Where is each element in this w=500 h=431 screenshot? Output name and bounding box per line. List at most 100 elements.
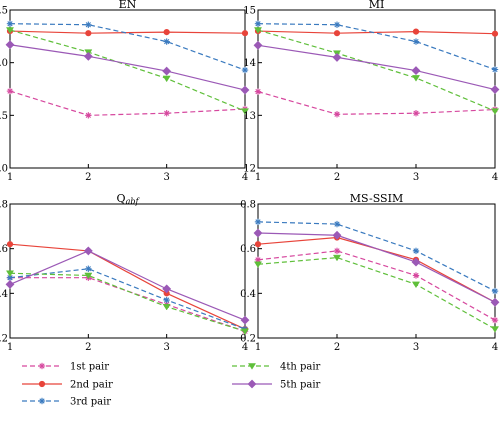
data-point	[412, 38, 420, 45]
data-point	[240, 108, 250, 115]
data-point	[85, 30, 92, 37]
data-point-stroke	[413, 248, 419, 254]
series-5	[253, 40, 500, 94]
series-3	[254, 20, 499, 73]
legend-marker	[38, 362, 46, 370]
x-tick-label: 4	[242, 342, 248, 353]
panel-title: MS-SSIM	[350, 192, 403, 205]
series-line	[9, 268, 246, 330]
legend-entry: 5th pair	[232, 380, 321, 391]
series-line	[257, 91, 496, 115]
plot-frame	[257, 203, 496, 339]
series-2	[254, 27, 499, 37]
data-point	[6, 241, 14, 248]
panel-title: Qabf	[117, 192, 141, 206]
data-point	[411, 281, 421, 289]
data-point-stroke	[7, 275, 13, 281]
panel-title: MI	[369, 0, 385, 11]
legend-marker	[38, 397, 46, 405]
series-2	[6, 241, 249, 333]
data-point	[411, 257, 421, 267]
data-point-stroke	[334, 111, 340, 117]
legend-entry: 1st pair	[22, 362, 109, 373]
y-tick-label: 6.5	[0, 111, 8, 122]
legend-label: 5th pair	[280, 380, 321, 391]
data-point-stroke	[413, 272, 419, 279]
data-point	[412, 272, 420, 279]
series-line	[257, 30, 496, 35]
plot-frame	[257, 9, 496, 169]
x-tick-label: 1	[255, 172, 261, 183]
series-5	[5, 40, 250, 95]
data-point	[333, 111, 341, 118]
x-tick-label: 2	[85, 342, 91, 353]
data-point	[333, 220, 341, 228]
legend-entry: 3rd pair	[22, 397, 111, 408]
x-tick-label: 4	[242, 172, 248, 183]
data-point-stroke	[255, 89, 261, 95]
x-tick-label: 1	[255, 342, 261, 353]
series-line	[9, 29, 246, 112]
data-point-stroke	[255, 219, 261, 225]
series-line	[9, 90, 246, 116]
data-point	[490, 326, 500, 333]
data-point	[162, 75, 171, 83]
y-tick-label: 15	[243, 6, 256, 17]
y-tick-label: 14	[243, 58, 256, 69]
legend-label: 4th pair	[280, 362, 321, 373]
data-point	[411, 66, 421, 75]
data-point	[5, 40, 15, 50]
data-point	[491, 30, 499, 37]
data-point-stroke	[413, 38, 419, 45]
legend: 1st pair 2nd pair 3rd pair 4th pair 5th pair	[22, 362, 321, 408]
data-point-stroke	[164, 110, 170, 116]
series-line	[9, 250, 246, 321]
data-point	[163, 29, 170, 36]
x-tick-label: 2	[85, 172, 91, 183]
y-tick-label: 0.2	[0, 334, 8, 345]
data-point	[490, 297, 500, 307]
data-point	[85, 265, 92, 272]
series-line	[9, 30, 246, 34]
series-1	[6, 274, 249, 335]
series-1	[254, 247, 499, 324]
series-line	[10, 277, 246, 332]
panel-4: MS-SSIM 0.2 0.4 0.6 0.8 1 2 3 4	[240, 192, 500, 353]
x-tick-label: 3	[413, 172, 419, 183]
panel-3: Qabf 0.2 0.4 0.6 0.8 1 2 3 4	[0, 192, 250, 353]
series-line	[257, 250, 496, 321]
data-point	[491, 66, 499, 73]
data-point-stroke	[492, 288, 498, 294]
data-point-stroke	[334, 248, 340, 254]
data-point	[6, 20, 14, 27]
data-point-stroke	[255, 21, 261, 27]
plot-frame	[9, 9, 246, 169]
series-4	[253, 254, 500, 333]
x-tick-label: 4	[492, 172, 498, 183]
y-tick-label: 0.2	[240, 334, 256, 345]
y-tick-label: 0.4	[0, 289, 8, 300]
legend-label: 3rd pair	[70, 397, 111, 408]
y-tick-label: 0.8	[240, 200, 256, 211]
data-point	[163, 296, 170, 304]
data-point-stroke	[7, 88, 13, 94]
legend-label: 1st pair	[70, 362, 109, 373]
data-point	[411, 75, 421, 82]
data-point-stroke	[164, 297, 170, 303]
series-line	[9, 243, 246, 330]
data-point	[241, 66, 249, 74]
data-point	[83, 51, 93, 61]
data-point-stroke	[492, 317, 498, 323]
series-line	[257, 236, 496, 303]
x-tick-label: 4	[492, 342, 498, 353]
data-point	[85, 112, 92, 119]
data-point	[490, 85, 500, 94]
data-point	[5, 27, 15, 34]
series-line	[257, 23, 496, 71]
data-point	[253, 261, 263, 269]
y-tick-label: 7.0	[0, 58, 8, 69]
data-point-stroke	[7, 21, 13, 27]
x-tick-label: 3	[163, 172, 169, 183]
